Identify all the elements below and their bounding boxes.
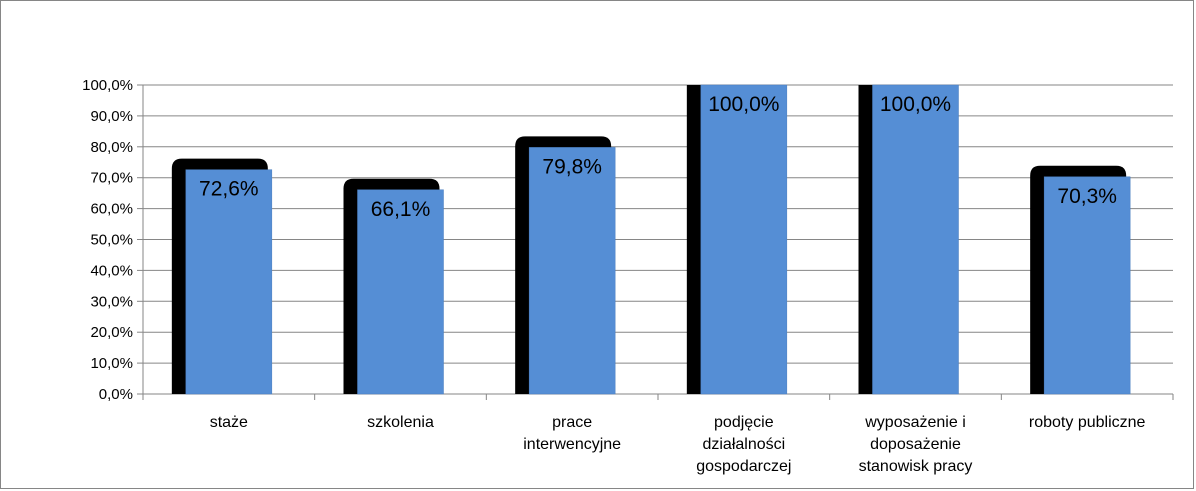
bar	[185, 169, 273, 395]
x-category-label: wyposażenie i	[864, 414, 966, 431]
y-tick-label: 70,0%	[90, 170, 133, 187]
x-category-label: doposażenie	[870, 436, 961, 453]
y-tick-label: 80,0%	[90, 139, 133, 156]
y-tick-label: 0,0%	[99, 386, 133, 403]
bar	[872, 84, 959, 395]
x-category-label: działalności	[702, 436, 785, 453]
bar	[528, 147, 616, 395]
bar	[357, 189, 444, 395]
bars	[171, 84, 1131, 395]
labels: 0,0% 10,0% 20,0% 30,0% 40,0% 50,0% 60,0% 70,0% 8…	[82, 77, 1145, 475]
data-label: 72,6%	[199, 178, 259, 201]
bar	[700, 84, 788, 395]
y-tick-label: 30,0%	[90, 293, 133, 310]
x-category-label: podjęcie	[714, 414, 774, 431]
x-category-label: gospodarczej	[696, 458, 791, 475]
x-category-label: stanowisk pracy	[859, 458, 973, 475]
x-category-label: interwencyjne	[523, 436, 621, 453]
x-category-label: szkolenia	[367, 414, 434, 431]
y-tick-label: 90,0%	[90, 108, 133, 125]
axes	[137, 84, 1174, 400]
x-category-label: prace	[552, 414, 592, 431]
data-label: 100,0%	[708, 93, 779, 116]
data-label: 70,3%	[1057, 185, 1117, 208]
data-label: 66,1%	[371, 198, 431, 221]
y-tick-label: 100,0%	[82, 77, 133, 94]
y-tick-label: 20,0%	[90, 324, 133, 341]
y-tick-label: 50,0%	[90, 232, 133, 249]
bar	[1043, 176, 1131, 395]
x-category-label: roboty publiczne	[1029, 414, 1146, 431]
x-category-label: staże	[210, 414, 248, 431]
gridlines	[143, 84, 1173, 364]
y-tick-label: 60,0%	[90, 201, 133, 218]
data-label: 100,0%	[880, 93, 951, 116]
y-tick-label: 40,0%	[90, 262, 133, 279]
y-tick-label: 10,0%	[90, 355, 133, 372]
data-label: 79,8%	[542, 155, 602, 178]
